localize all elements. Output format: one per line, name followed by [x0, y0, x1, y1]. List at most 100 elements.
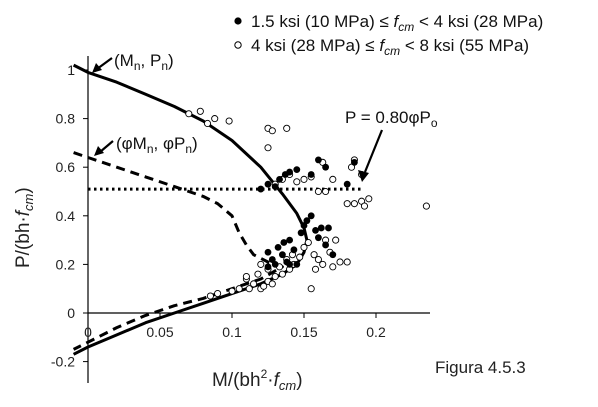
- y-tick-label: 0.2: [56, 256, 76, 272]
- data-point-open: [254, 270, 262, 278]
- data-point-open: [250, 280, 258, 288]
- data-point-filled: [317, 224, 325, 232]
- arrowhead-phimn-phipn: [94, 146, 104, 156]
- data-point-filled: [343, 180, 351, 188]
- data-point-open: [185, 110, 193, 118]
- data-point-open: [360, 202, 369, 210]
- data-point-filled: [286, 236, 293, 244]
- annotation-mn-pn: (Mn, Pn): [92, 51, 174, 73]
- data-point-filled: [307, 171, 315, 178]
- data-point-open: [296, 253, 304, 261]
- data-point-open: [332, 236, 340, 244]
- data-point-filled: [279, 251, 286, 259]
- data-point-filled: [264, 180, 272, 188]
- data-point-open: [311, 265, 320, 273]
- annotation-phimn-phipn-label: (φMn, φPn): [116, 134, 198, 156]
- annotation-p080: P = 0.80φPo: [345, 108, 438, 182]
- data-point-open: [314, 187, 322, 196]
- data-point-open: [350, 200, 358, 208]
- data-point-open: [343, 200, 351, 208]
- data-point-open: [283, 124, 291, 132]
- data-point-filled: [286, 168, 293, 176]
- data-point-open: [293, 178, 301, 186]
- series-line-2: [72, 63, 309, 356]
- data-point-filled: [307, 212, 315, 220]
- legend-label-filled: 1.5 ksi (10 MPa) ≤ fcm < 4 ksi (28 MPa): [251, 12, 543, 34]
- data-point-filled: [315, 234, 322, 242]
- data-point-open: [336, 258, 344, 266]
- data-point-filled: [280, 239, 288, 246]
- data-point-filled: [264, 263, 272, 271]
- data-point-filled: [312, 226, 319, 234]
- y-tick-label: 0.8: [56, 111, 76, 127]
- x-tick-label: 0.05: [146, 324, 173, 340]
- annotation-p080-arrow: [363, 129, 384, 173]
- legend-marker-open: [234, 41, 242, 49]
- data-point-filled: [283, 258, 291, 266]
- data-point-open: [211, 115, 219, 123]
- y-ticks: -0.2 0 0.2 0.4 0.6 0.8 1: [51, 62, 88, 370]
- y-axis-title: P/(bh·fcm): [13, 187, 36, 268]
- data-point-filled: [297, 229, 305, 237]
- legend: 1.5 ksi (10 MPa) ≤ fcm < 4 ksi (28 MPa) …: [234, 12, 543, 58]
- annotation-p080-label: P = 0.80φPo: [345, 108, 438, 130]
- legend-marker-filled: [234, 17, 242, 25]
- y-tick-label: 1: [67, 62, 75, 78]
- data-point-open: [422, 202, 430, 210]
- annotation-phimn-phipn-arrow: [99, 140, 114, 153]
- data-point-open: [260, 282, 268, 290]
- data-point-open: [235, 285, 243, 293]
- data-point-filled: [276, 175, 283, 183]
- data-point-open: [203, 119, 212, 128]
- data-point-open: [329, 175, 337, 183]
- data-point-open: [242, 272, 250, 281]
- data-point-open: [271, 272, 279, 281]
- data-point-open: [310, 251, 318, 259]
- data-point-filled: [290, 246, 298, 254]
- legend-label-open: 4 ksi (28 MPa) ≤ fcm < 8 ksi (55 MPa): [251, 36, 529, 58]
- x-tick-label: 0.1: [222, 324, 242, 340]
- arrowhead-p080: [358, 170, 369, 182]
- x-tick-label: 0.2: [366, 324, 386, 340]
- data-point-filled: [271, 261, 279, 268]
- series-lines: [72, 63, 362, 356]
- data-point-filled: [315, 156, 322, 164]
- data-point-filled: [329, 251, 337, 259]
- data-point-filled: [274, 243, 282, 251]
- data-point-filled: [264, 248, 272, 256]
- data-point-open: [319, 260, 327, 268]
- data-point-open: [322, 187, 330, 196]
- data-point-open: [206, 292, 214, 300]
- data-point-open: [245, 285, 253, 293]
- data-point-open: [268, 127, 276, 135]
- data-point-open: [214, 290, 222, 298]
- data-point-filled: [325, 224, 332, 232]
- data-point-open: [329, 263, 337, 271]
- data-point-open: [278, 270, 286, 278]
- x-axis-title: M/(bh2·fcm): [212, 367, 303, 393]
- data-point-open: [264, 144, 272, 152]
- data-point-open: [300, 243, 308, 251]
- data-point-open: [314, 255, 322, 264]
- data-point-filled: [303, 217, 311, 225]
- data-point-filled: [322, 163, 329, 171]
- x-ticks: 0 0.05 0.1 0.15 0.2: [84, 313, 386, 340]
- data-point-open: [228, 287, 236, 295]
- y-tick-label: 0: [67, 305, 75, 321]
- y-tick-label: 0.4: [56, 208, 76, 224]
- data-point-open: [300, 175, 308, 183]
- annotation-phimn-phipn: (φMn, φPn): [94, 134, 198, 156]
- data-point-open: [365, 195, 373, 203]
- data-point-filled: [322, 241, 329, 249]
- data-point-open: [307, 285, 315, 293]
- series-line-3: [72, 151, 284, 351]
- data-point-open: [225, 117, 233, 125]
- data-point-filled: [351, 158, 358, 166]
- data-point-filled: [293, 166, 301, 174]
- arrowhead-mn-pn: [92, 63, 102, 73]
- y-tick-label: -0.2: [51, 354, 75, 370]
- data-point-open: [343, 258, 351, 266]
- data-point-filled: [271, 183, 279, 191]
- series-points: [185, 107, 430, 300]
- data-point-filled: [257, 185, 265, 193]
